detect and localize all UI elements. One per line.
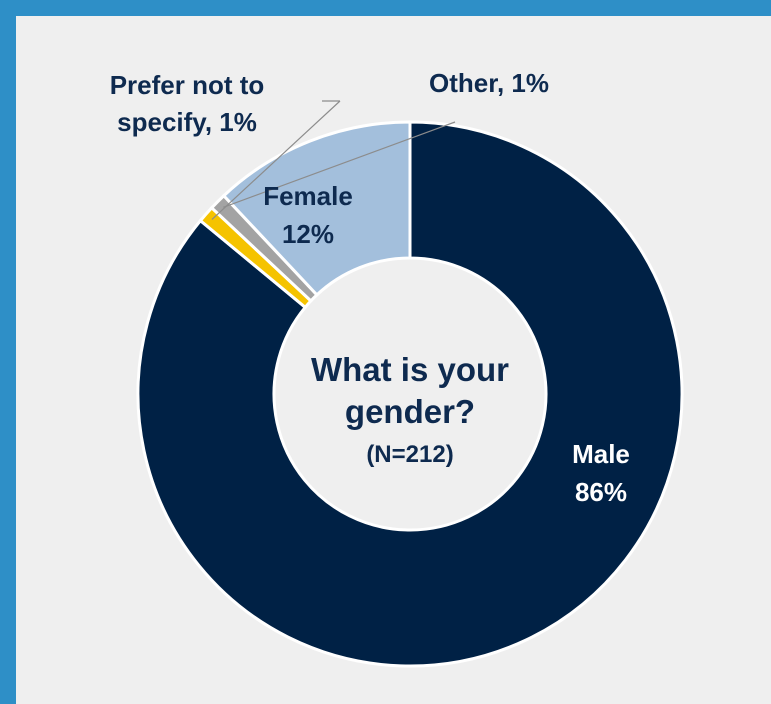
center-title-line1: What is your bbox=[311, 351, 509, 388]
leader-line-other bbox=[223, 121, 456, 208]
center-title-line2: gender? bbox=[345, 393, 475, 430]
slice-label-male-name: Male bbox=[572, 439, 630, 469]
slice-male bbox=[136, 120, 684, 668]
leader-line-prefer bbox=[211, 100, 341, 220]
slice-label-male-value: 86% bbox=[575, 477, 627, 507]
slice-label-prefer-line2: specify, 1% bbox=[117, 107, 257, 137]
center-subtitle: (N=212) bbox=[366, 441, 453, 468]
slice-label-female-name: Female bbox=[263, 181, 353, 211]
leader-lines bbox=[211, 100, 456, 220]
slice-label-prefer-line1: Prefer not to bbox=[110, 70, 265, 100]
slice-label-female-value: 12% bbox=[282, 219, 334, 249]
slice-label-other: Other, 1% bbox=[429, 68, 549, 98]
